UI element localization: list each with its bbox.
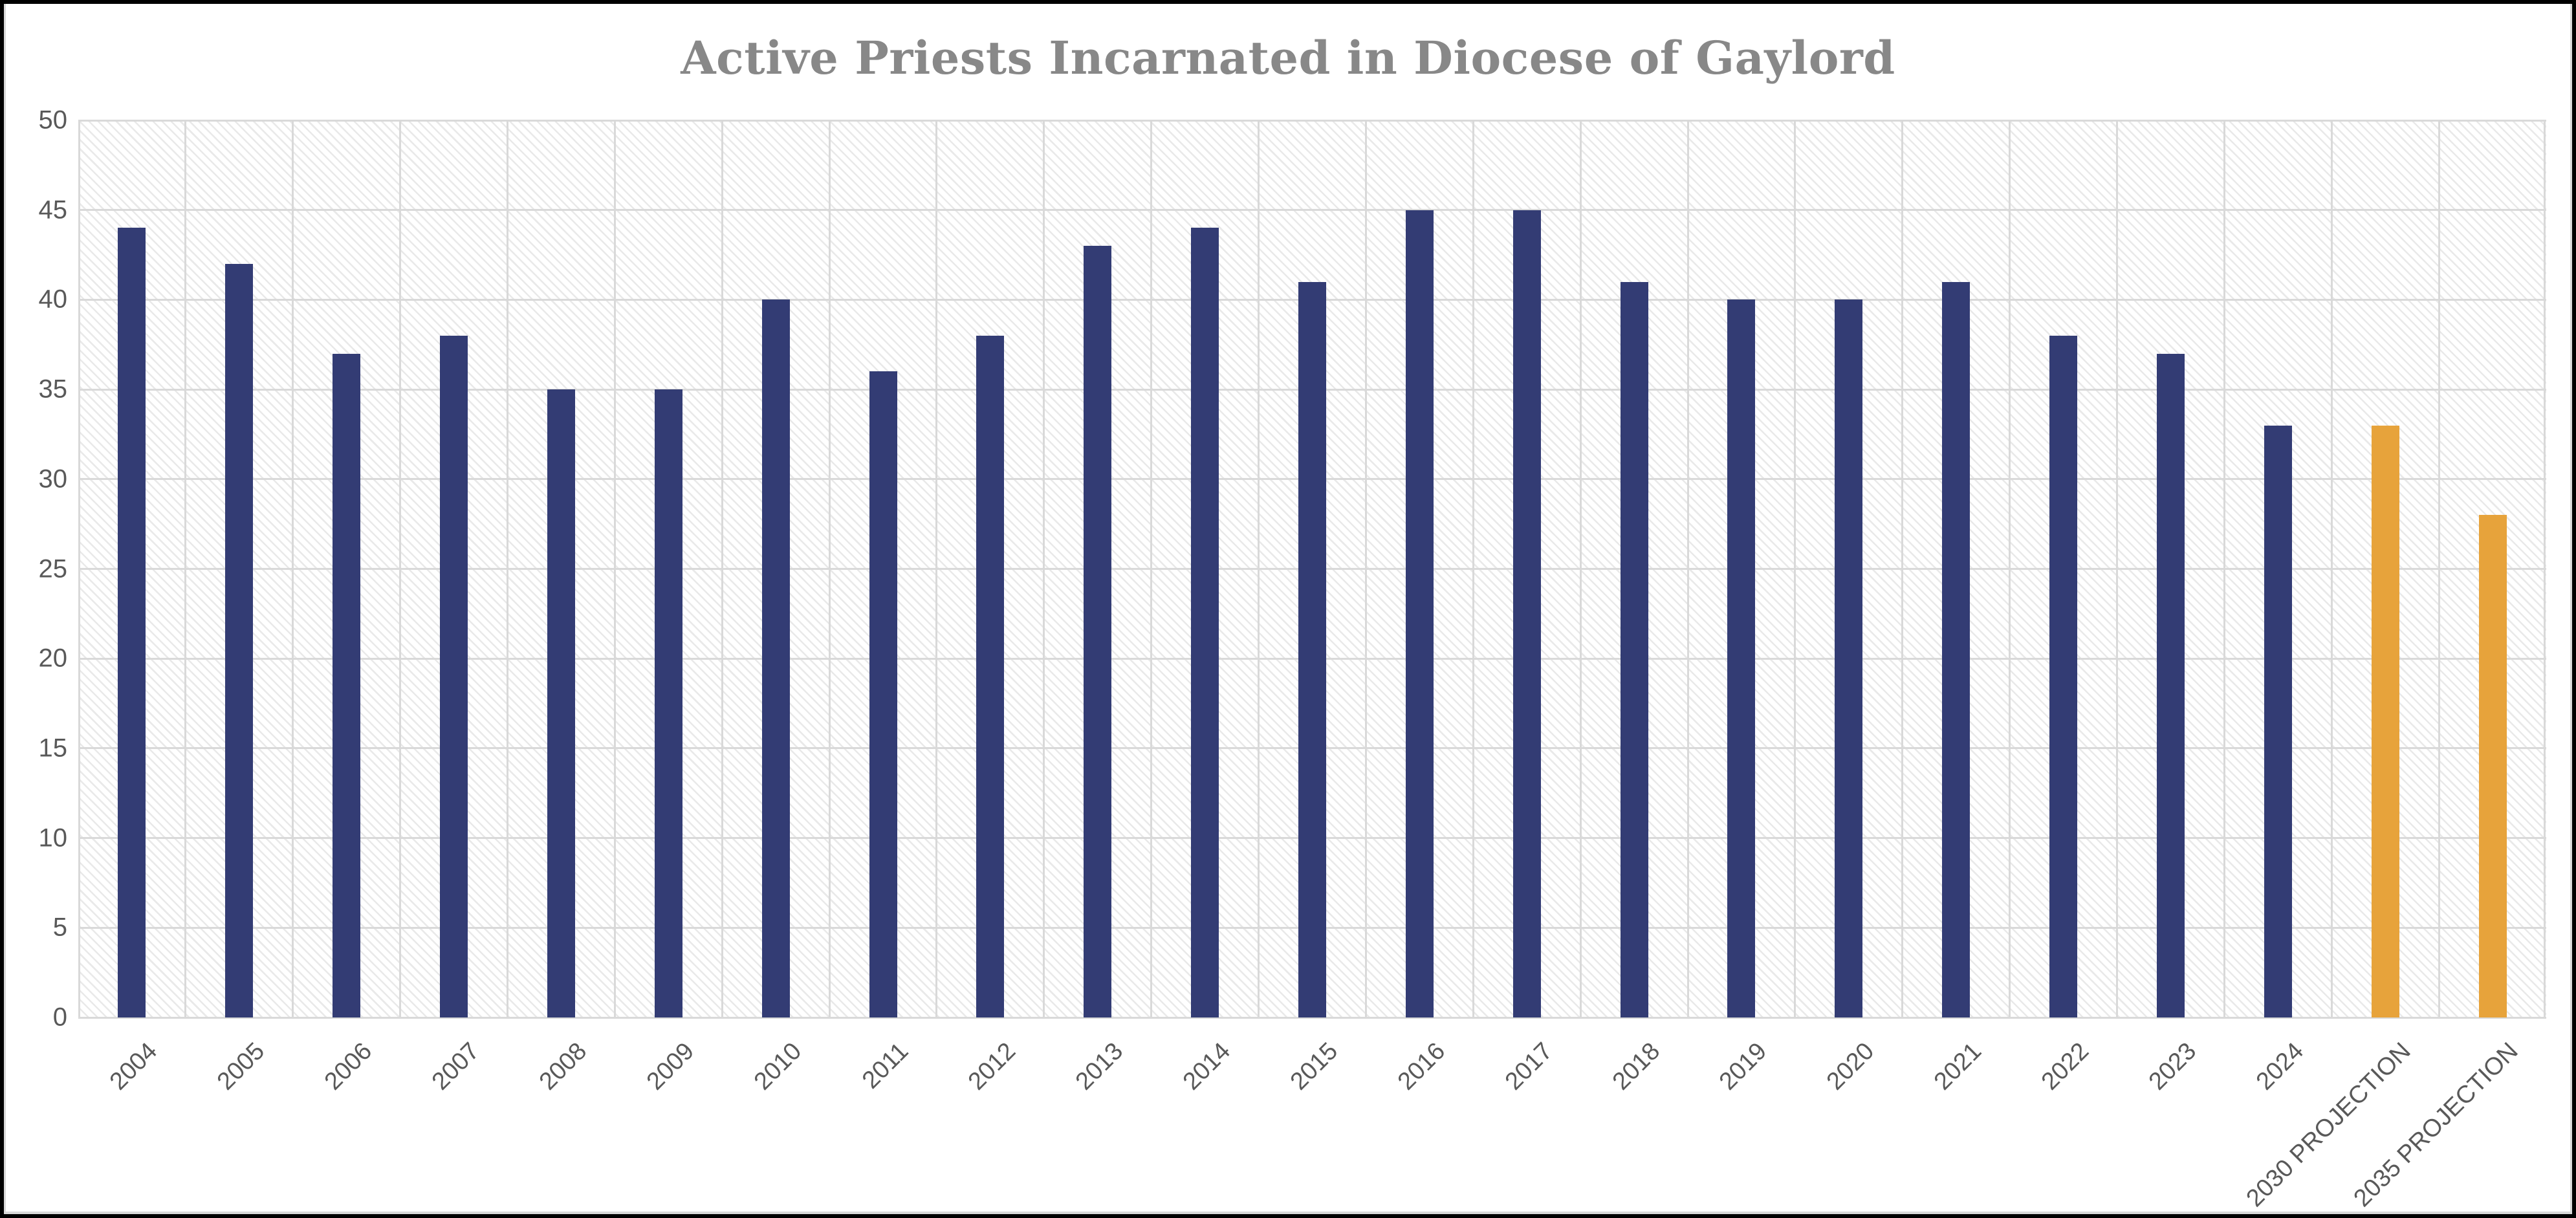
bar <box>333 353 361 1017</box>
v-gridline <box>184 120 187 1017</box>
y-tick-label: 25 <box>38 554 68 583</box>
bar <box>225 263 254 1017</box>
h-gridline <box>78 119 2546 122</box>
v-gridline <box>292 120 294 1017</box>
v-gridline <box>1579 120 1582 1017</box>
x-tick-label: 2020 <box>1822 1038 1880 1096</box>
v-gridline <box>2543 120 2546 1017</box>
v-gridline <box>2438 120 2440 1017</box>
x-tick-label: 2017 <box>1500 1038 1558 1096</box>
bar <box>976 335 1005 1017</box>
v-gridline <box>1043 120 1045 1017</box>
x-tick-label: 2011 <box>857 1038 914 1094</box>
bar <box>654 389 682 1017</box>
bar <box>2478 515 2507 1017</box>
v-gridline <box>2009 120 2011 1017</box>
bar <box>2264 425 2292 1017</box>
bar <box>1512 210 1541 1017</box>
h-gridline <box>78 209 2546 212</box>
v-gridline <box>828 120 831 1017</box>
x-tick-label: 2013 <box>1070 1038 1129 1096</box>
y-tick-label: 0 <box>52 1003 67 1032</box>
bar <box>1942 281 1970 1017</box>
bar <box>1084 246 1112 1017</box>
bar <box>1835 299 1863 1017</box>
bar <box>1727 299 1756 1017</box>
x-tick-label: 2018 <box>1607 1038 1665 1096</box>
bar <box>1191 228 1219 1017</box>
y-tick-label: 45 <box>38 195 68 224</box>
bar <box>547 389 575 1017</box>
x-tick-label: 2015 <box>1285 1038 1344 1096</box>
bar <box>761 299 790 1017</box>
v-gridline <box>935 120 938 1017</box>
plot-area <box>78 119 2546 1019</box>
x-tick-label: 2006 <box>319 1038 378 1096</box>
y-tick-label: 30 <box>38 464 68 494</box>
x-tick-label: 2021 <box>1928 1038 1987 1096</box>
v-gridline <box>1364 120 1367 1017</box>
bar <box>118 228 146 1017</box>
bar <box>2156 353 2185 1017</box>
bar <box>440 335 468 1017</box>
bar <box>1620 281 1648 1017</box>
x-tick-label: 2005 <box>212 1038 270 1096</box>
v-gridline <box>1686 120 1689 1017</box>
bar <box>1405 210 1434 1017</box>
y-tick-label: 5 <box>52 913 67 942</box>
x-tick-label: 2016 <box>1392 1038 1451 1096</box>
v-gridline <box>613 120 616 1017</box>
v-gridline <box>2223 120 2225 1017</box>
x-tick-label: 2022 <box>2036 1038 2095 1096</box>
x-tick-label: 2023 <box>2143 1038 2202 1096</box>
v-gridline <box>1150 120 1153 1017</box>
x-tick-label: 2009 <box>641 1038 699 1096</box>
v-gridline <box>1472 120 1474 1017</box>
y-tick-label: 35 <box>38 375 68 404</box>
y-tick-label: 10 <box>38 823 68 853</box>
v-gridline <box>506 120 508 1017</box>
bar <box>869 371 897 1017</box>
x-tick-label: 2014 <box>1177 1038 1236 1096</box>
bar <box>1298 281 1326 1017</box>
v-gridline <box>1794 120 1796 1017</box>
x-tick-label: 2007 <box>426 1038 485 1096</box>
y-tick-label: 40 <box>38 285 68 314</box>
v-gridline <box>721 120 723 1017</box>
x-tick-label: 2008 <box>534 1038 593 1096</box>
y-tick-label: 15 <box>38 734 68 763</box>
v-gridline <box>399 120 402 1017</box>
v-gridline <box>2116 120 2119 1017</box>
v-gridline <box>1258 120 1260 1017</box>
v-gridline <box>2330 120 2333 1017</box>
x-tick-label: 2024 <box>2251 1038 2309 1096</box>
v-gridline <box>1901 120 1904 1017</box>
bar <box>2371 425 2399 1017</box>
x-tick-label: 2019 <box>1714 1038 1773 1096</box>
x-tick-label: 2004 <box>105 1038 163 1096</box>
h-gridline <box>78 1016 2546 1019</box>
y-tick-label: 50 <box>38 105 68 135</box>
x-tick-label: 2012 <box>963 1038 1021 1096</box>
v-gridline <box>78 120 80 1017</box>
bar <box>2049 335 2078 1017</box>
chart-title: Active Priests Incarnated in Diocese of … <box>681 31 1895 85</box>
y-tick-label: 20 <box>38 644 68 673</box>
x-tick-label: 2010 <box>748 1038 807 1096</box>
